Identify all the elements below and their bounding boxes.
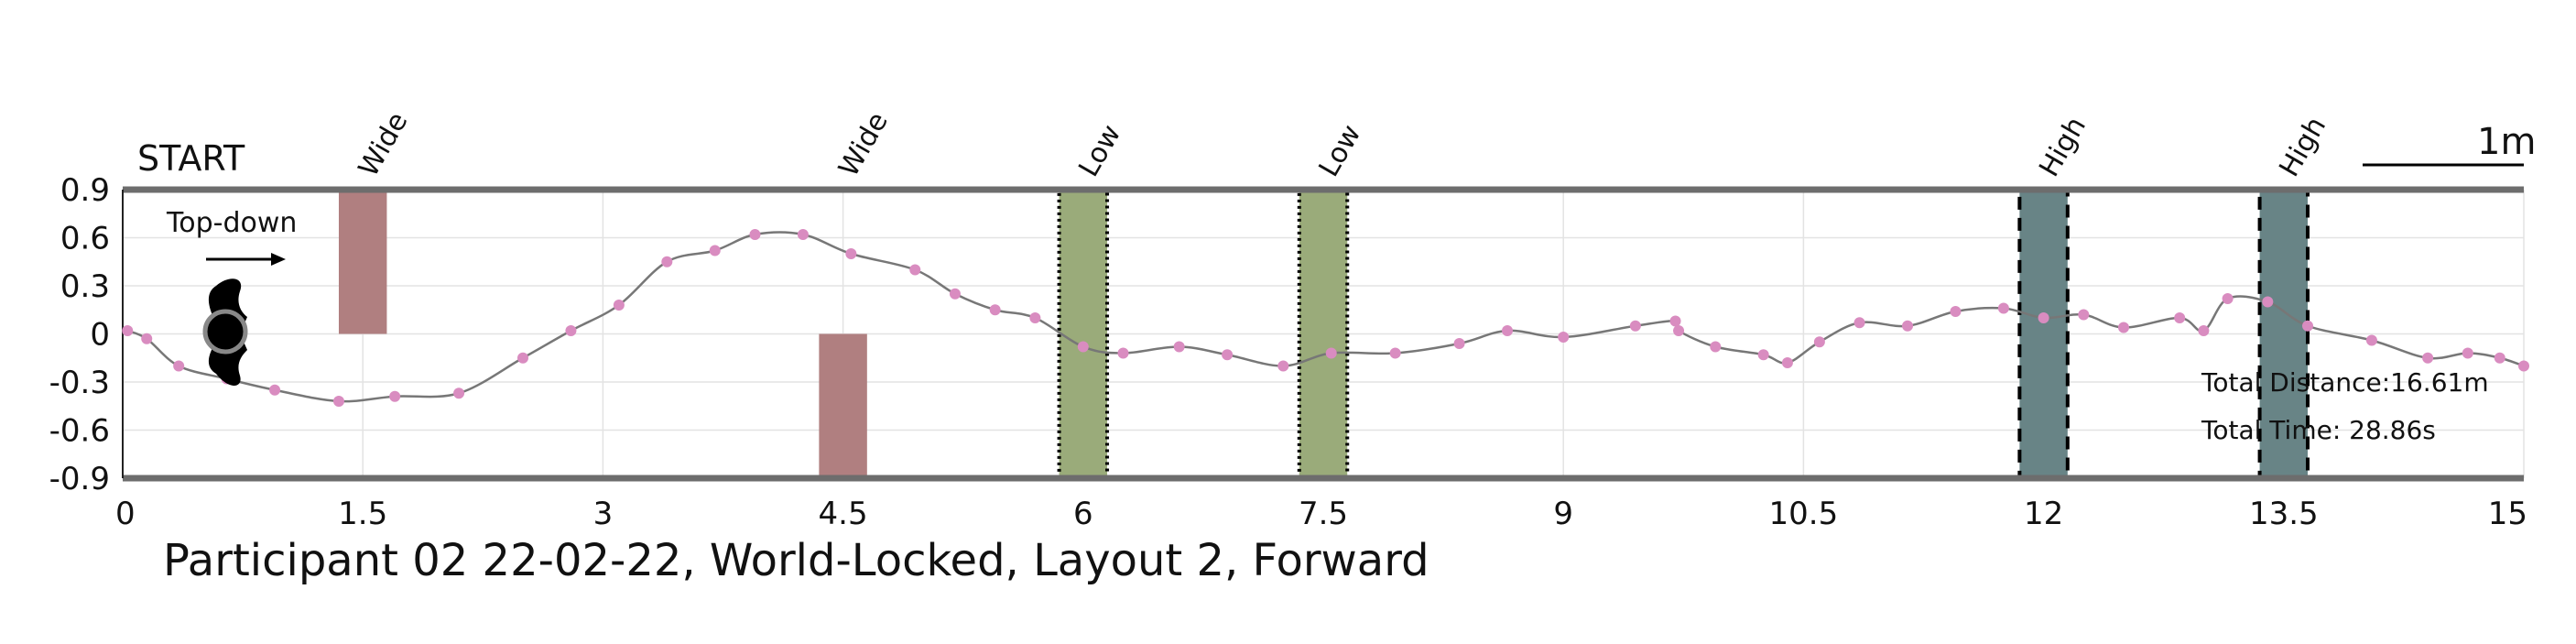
data-point [173, 360, 185, 372]
data-point [1997, 302, 2009, 314]
data-point [1173, 341, 1185, 353]
data-point [1077, 341, 1089, 353]
data-point [453, 387, 465, 399]
data-point [1117, 347, 1129, 359]
data-point [1853, 317, 1865, 329]
data-point [2198, 325, 2210, 336]
data-point [1950, 306, 1962, 317]
y-tick-label: -0.6 [49, 413, 110, 450]
data-point [2174, 312, 2186, 323]
y-tick-label: 0 [90, 317, 110, 354]
walker-icon [202, 278, 248, 386]
data-point [2462, 347, 2473, 359]
obstacle-label: High [2273, 112, 2332, 182]
y-tick-label: 0.9 [60, 172, 110, 209]
data-point [332, 396, 344, 407]
data-point [1558, 332, 1570, 343]
obstacle-label: Low [1313, 119, 1368, 182]
data-point [2422, 352, 2434, 364]
data-point [1389, 347, 1401, 359]
data-point [2494, 352, 2505, 364]
data-point [1757, 349, 1769, 361]
data-point [2365, 334, 2377, 346]
y-tick-label: -0.9 [49, 461, 110, 497]
x-tick-label: 12 [2024, 496, 2063, 532]
data-point [989, 304, 1001, 316]
y-tick-label: -0.3 [49, 365, 110, 401]
total-distance: Total Distance:16.61m [2201, 367, 2489, 398]
obstacle-low [1297, 188, 1350, 480]
x-tick-label: 4.5 [819, 496, 868, 532]
data-point [2118, 322, 2129, 333]
data-point [1813, 336, 1825, 348]
axes: 0 1.5 3 4.5 6 7.5 9 10.5 12 13.5 15 0.9 0.6 0.3 0 -0.3 -… [49, 172, 2527, 532]
data-point [1325, 347, 1337, 359]
data-point [661, 256, 673, 267]
data-point [1669, 315, 1681, 327]
series [122, 229, 2529, 407]
x-tick-label: 6 [1073, 496, 1093, 532]
data-point [2078, 309, 2090, 321]
x-tick-label: 9 [1553, 496, 1573, 532]
data-point [122, 325, 134, 336]
x-tick-label: 3 [593, 496, 614, 532]
data-point [709, 245, 721, 257]
data-point [909, 264, 921, 276]
data-point [141, 333, 153, 344]
data-point [1453, 338, 1465, 349]
obstacle-wide [338, 190, 387, 334]
chart-title: Participant 02 22-02-22, World-Locked, L… [163, 535, 1429, 586]
data-point [1502, 325, 1514, 336]
data-point [845, 248, 857, 259]
data-point [517, 352, 528, 364]
obstacle-label: Low [1072, 119, 1127, 182]
x-tick-label: 7.5 [1299, 496, 1348, 532]
data-point [749, 229, 761, 240]
direction-label: Top-down [166, 207, 297, 239]
data-point [1710, 341, 1722, 353]
obstacle-high [2017, 188, 2070, 480]
scale-label: 1m [2477, 121, 2536, 163]
y-tick-label: 0.6 [60, 221, 110, 257]
x-tick-label: 13.5 [2249, 496, 2319, 532]
x-tick-label: 10.5 [1769, 496, 1839, 532]
x-tick-label: 0 [115, 496, 136, 532]
data-point [1222, 349, 1234, 361]
data-point [1029, 312, 1041, 323]
data-point [2302, 320, 2314, 332]
obstacle-low [1057, 188, 1110, 480]
data-point [2038, 312, 2049, 323]
data-point [565, 325, 577, 336]
data-point [1902, 320, 1914, 332]
data-point [797, 229, 809, 240]
y-tick-label: 0.3 [60, 268, 110, 305]
data-point [1781, 357, 1793, 368]
x-tick-label: 15 [2488, 496, 2527, 532]
start-label: START [137, 138, 245, 179]
data-point [2222, 293, 2234, 304]
labels: Wide Wide Low Low High High [353, 107, 2332, 182]
data-point [1277, 360, 1289, 372]
data-point [949, 288, 961, 300]
data-point [613, 300, 625, 311]
obstacle-label: High [2033, 112, 2092, 182]
data-point [1629, 320, 1641, 332]
obstacle-wide [819, 333, 867, 478]
obstacle-label: Wide [353, 107, 415, 182]
data-point [389, 390, 401, 402]
data-point [2262, 296, 2274, 308]
total-time: Total Time: 28.86s [2201, 415, 2436, 445]
data-point [2518, 360, 2529, 372]
data-point [1673, 325, 1685, 336]
obstacle-label: Wide [832, 107, 895, 182]
x-tick-label: 1.5 [338, 496, 387, 532]
data-point [269, 384, 281, 396]
direction-arrow-icon [206, 253, 286, 266]
